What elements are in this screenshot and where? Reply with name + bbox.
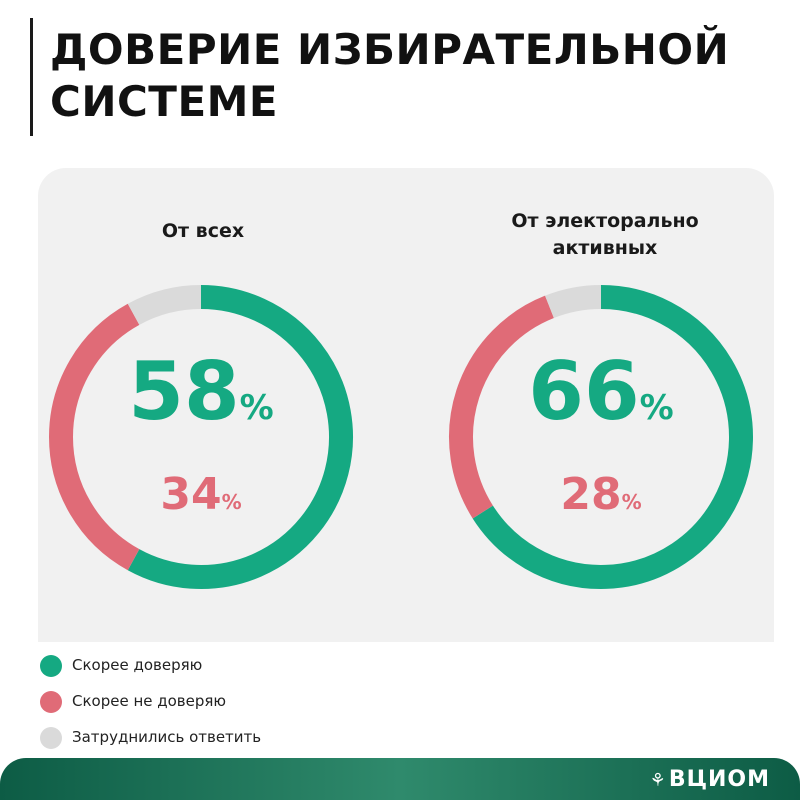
legend-swatch-trust xyxy=(40,655,62,677)
page-title-line-2: СИСТЕМЕ xyxy=(50,77,279,126)
legend-label-distrust: Скорее не доверяю xyxy=(72,692,227,710)
donut-all-segment-trust xyxy=(127,285,353,589)
donut-active-main-value: 66% xyxy=(528,345,673,438)
donut-all-main-value: 58% xyxy=(128,345,273,438)
footer-bar: ⚘ВЦИОМ xyxy=(0,758,800,800)
page-title-line-1: ДОВЕРИЕ ИЗБИРАТЕЛЬНОЙ xyxy=(50,25,730,74)
chart-title-active-line-2: активных xyxy=(552,237,658,259)
legend-swatch-distrust xyxy=(40,691,62,713)
donut-active-segment-trust xyxy=(472,285,753,589)
donut-all-secondary-value: 34% xyxy=(160,469,241,520)
legend-label-undecided: Затруднились ответить xyxy=(72,728,262,746)
chart-title-all-line-1: От всех xyxy=(161,220,245,242)
donut-active-segment-distrust xyxy=(449,295,555,519)
brand-logo-text: ВЦИОМ xyxy=(668,767,770,792)
brand-logo: ⚘ВЦИОМ xyxy=(650,767,770,792)
donut-active-segment-undecided xyxy=(545,285,602,319)
donut-active-secondary-value: 28% xyxy=(560,469,641,520)
sprout-logo-icon: ⚘ xyxy=(649,770,667,791)
chart-title-active: От электорально активных xyxy=(455,208,755,262)
legend-swatch-undecided xyxy=(40,727,62,749)
donut-all-segment-distrust xyxy=(49,303,140,571)
legend-label-trust: Скорее доверяю xyxy=(72,656,203,674)
chart-title-active-line-1: От электорально xyxy=(511,210,699,232)
page-title: ДОВЕРИЕ ИЗБИРАТЕЛЬНОЙ СИСТЕМЕ xyxy=(50,24,729,128)
chart-title-all: От всех xyxy=(53,218,353,245)
donut-all-segment-undecided xyxy=(127,285,202,325)
title-accent-bar xyxy=(30,18,33,136)
